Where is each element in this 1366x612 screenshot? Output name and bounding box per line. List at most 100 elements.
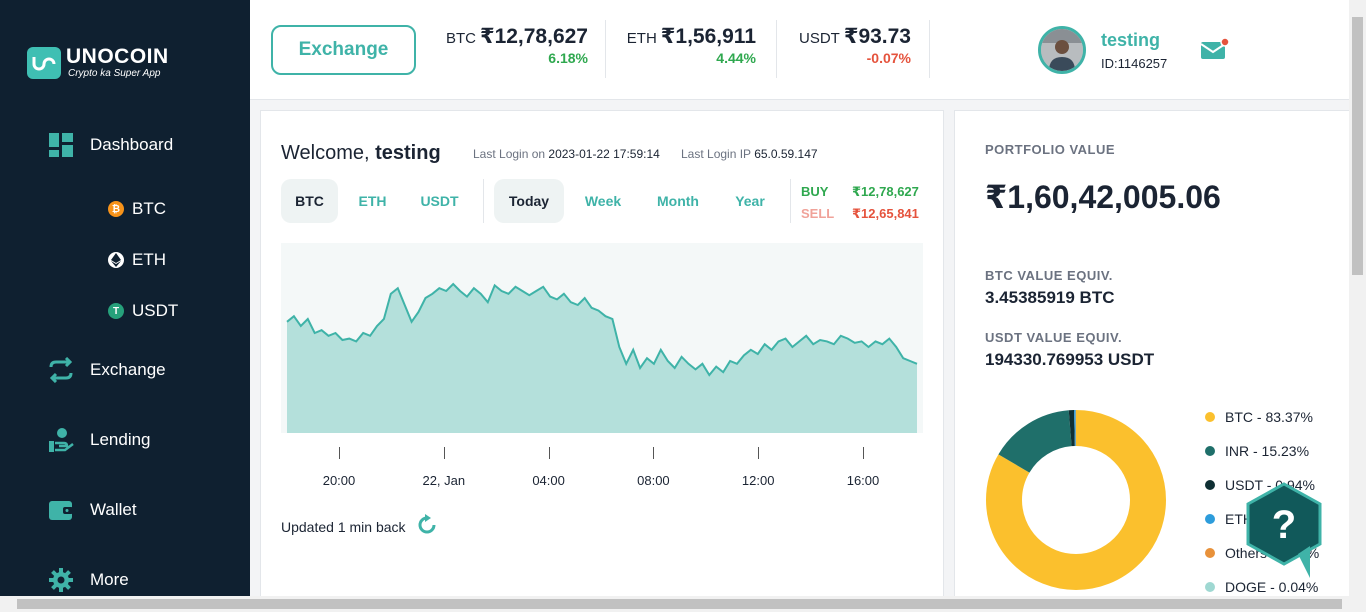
- x-tick-label: 04:00: [532, 473, 565, 488]
- sell-rate: ₹12,65,841: [852, 206, 919, 221]
- legend-dot: [1205, 480, 1215, 490]
- ticker-change: 6.18%: [548, 50, 588, 66]
- x-tick-label: 08:00: [637, 473, 670, 488]
- last-ip-label: Last Login IP: [681, 147, 751, 161]
- x-tick-mark: [339, 447, 340, 459]
- donut-slice[interactable]: [986, 410, 1166, 590]
- last-ip: Last Login IP 65.0.59.147: [681, 147, 818, 161]
- sidebar-item-btc[interactable]: ₿ BTC: [108, 199, 166, 219]
- tab-usdt[interactable]: USDT: [420, 193, 459, 209]
- x-tick-mark: [548, 447, 550, 459]
- legend-dot: [1205, 548, 1215, 558]
- divider: [929, 20, 930, 78]
- legend-btc[interactable]: BTC - 83.37%: [1205, 409, 1313, 425]
- portfolio-card: PORTFOLIO VALUE ₹1,60,42,005.06 BTC VALU…: [954, 110, 1350, 610]
- divider: [776, 20, 777, 78]
- user-id: ID:1146257: [1101, 56, 1168, 71]
- x-tick-label: 22, Jan: [422, 473, 466, 488]
- brand-tagline: Crypto ka Super App: [68, 68, 161, 79]
- sidebar-item-lending[interactable]: Lending: [48, 427, 151, 453]
- x-axis: 20:00 22, Jan 04:00 08:00 12:00 16:00: [281, 447, 923, 488]
- sidebar: UNOCOIN Crypto ka Super App Dashboard ₿ …: [0, 0, 250, 612]
- ticker-symbol: BTC: [445, 30, 476, 47]
- last-login-value: 2023-01-22 17:59:14: [548, 147, 660, 161]
- avatar[interactable]: [1038, 26, 1086, 74]
- x-tick-mark: [863, 447, 864, 459]
- divider: [790, 179, 791, 223]
- sidebar-item-eth[interactable]: ETH: [108, 250, 166, 270]
- sidebar-item-label: Lending: [90, 430, 151, 449]
- updated-status: Updated 1 min back: [281, 514, 438, 539]
- allocation-donut[interactable]: [985, 409, 1167, 591]
- price-chart-svg: [286, 282, 918, 433]
- welcome-heading: Welcome, testing: [281, 142, 441, 165]
- portfolio-label: PORTFOLIO VALUE: [985, 142, 1116, 157]
- ticker-change: -0.07%: [866, 50, 911, 66]
- sidebar-item-exchange[interactable]: Exchange: [48, 357, 166, 383]
- btc-equiv-value: 3.45385919 BTC: [985, 288, 1115, 307]
- sidebar-item-usdt[interactable]: T USDT: [108, 301, 178, 321]
- vertical-scroll-thumb[interactable]: [1352, 17, 1363, 275]
- welcome-prefix: Welcome,: [281, 142, 370, 164]
- gear-icon: [48, 567, 74, 593]
- last-ip-value: 65.0.59.147: [754, 147, 818, 161]
- price-chart[interactable]: [281, 243, 923, 433]
- mail-icon[interactable]: [1200, 37, 1230, 67]
- sidebar-item-label: Exchange: [90, 360, 166, 379]
- divider: [605, 20, 606, 78]
- ticker-eth[interactable]: ETH ₹1,56,911 4.44%: [620, 24, 756, 66]
- legend-inr[interactable]: INR - 15.23%: [1205, 443, 1309, 459]
- sidebar-item-label: ETH: [132, 250, 166, 269]
- legend-dot: [1205, 446, 1215, 456]
- ticker-price: ₹1,56,911: [660, 25, 756, 48]
- x-tick-label: 16:00: [846, 473, 880, 488]
- lending-hand-icon: [48, 427, 74, 453]
- sidebar-item-wallet[interactable]: Wallet: [48, 497, 137, 523]
- sidebar-item-dashboard[interactable]: Dashboard: [48, 132, 173, 158]
- unocoin-logo[interactable]: UNOCOIN Crypto ka Super App: [27, 46, 169, 81]
- welcome-name: testing: [375, 142, 441, 164]
- x-tick-mark: [653, 447, 655, 459]
- portfolio-value: ₹1,60,42,005.06: [985, 179, 1221, 215]
- legend-label: BTC - 83.37%: [1225, 409, 1313, 425]
- help-icon: ?: [1272, 503, 1296, 547]
- price-area-fill: [287, 284, 917, 433]
- buy-rate: ₹12,78,627: [852, 184, 919, 199]
- tab-year[interactable]: Year: [735, 193, 765, 209]
- sidebar-item-label: More: [90, 570, 129, 589]
- tab-eth[interactable]: ETH: [358, 193, 387, 209]
- sidebar-item-label: Wallet: [90, 500, 137, 519]
- btc-equiv-label: BTC VALUE EQUIV.: [985, 268, 1113, 283]
- tab-btc[interactable]: BTC: [281, 179, 338, 223]
- tab-week[interactable]: Week: [584, 193, 622, 209]
- horizontal-scrollbar[interactable]: [0, 596, 1366, 612]
- sidebar-item-more[interactable]: More: [48, 567, 129, 593]
- refresh-icon[interactable]: [416, 514, 438, 539]
- dashboard-grid-icon: [48, 132, 74, 158]
- sell-label: SELL: [801, 206, 835, 221]
- vertical-scrollbar[interactable]: [1349, 0, 1366, 596]
- user-name[interactable]: testing: [1101, 30, 1161, 50]
- help-button[interactable]: ?: [1244, 482, 1324, 583]
- x-tick-label: 12:00: [741, 473, 775, 488]
- legend-doge[interactable]: DOGE - 0.04%: [1205, 579, 1318, 595]
- wallet-icon: [48, 497, 74, 523]
- legend-eth[interactable]: ETH: [1205, 511, 1253, 527]
- usdt-coin-icon: T: [108, 303, 124, 319]
- legend-label: DOGE - 0.04%: [1225, 579, 1319, 595]
- unocoin-logo-icon: [27, 47, 61, 79]
- x-tick-mark: [443, 447, 445, 459]
- legend-dot: [1205, 582, 1215, 592]
- exchange-button[interactable]: Exchange: [271, 25, 416, 75]
- legend-dot: [1205, 412, 1215, 422]
- top-header: Exchange BTC ₹12,78,627 6.18% ETH ₹1,56,91…: [250, 0, 1350, 100]
- ticker-price: ₹93.73: [843, 25, 911, 48]
- horizontal-scroll-thumb[interactable]: [17, 599, 1342, 609]
- ticker-btc[interactable]: BTC ₹12,78,627 6.18%: [440, 24, 588, 66]
- legend-label: INR - 15.23%: [1225, 443, 1310, 459]
- tab-month[interactable]: Month: [657, 193, 699, 209]
- ticker-usdt[interactable]: USDT ₹93.73 -0.07%: [790, 24, 911, 66]
- tab-today[interactable]: Today: [494, 179, 564, 223]
- x-tick-mark: [758, 447, 760, 459]
- last-login-label: Last Login on: [473, 147, 546, 161]
